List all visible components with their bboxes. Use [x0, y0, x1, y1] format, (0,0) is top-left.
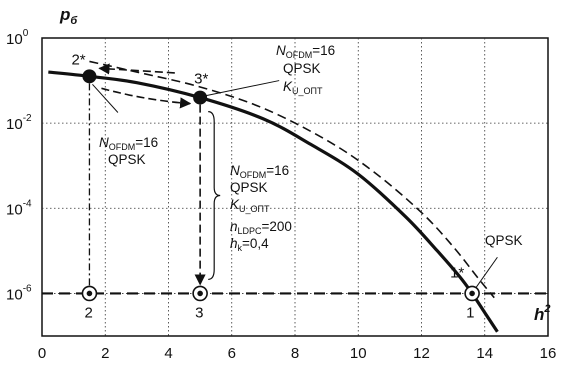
y-tick-label: 100	[6, 28, 29, 48]
point-label: 3*	[194, 71, 208, 88]
point-label: 1	[466, 304, 474, 321]
x-tick-label: 0	[38, 345, 46, 362]
svg-text:NOFDM=16: NOFDM=16	[230, 163, 289, 180]
point-label: 1*	[450, 264, 464, 281]
svg-text:QPSK: QPSK	[283, 61, 321, 76]
leader-line-left	[92, 83, 119, 113]
point-marker-dot	[469, 290, 475, 297]
point-marker-dot	[86, 290, 93, 297]
annotation-top: NOFDM=16 QPSK KU_ОПТ	[276, 43, 335, 96]
x-tick-label: 2	[101, 345, 109, 362]
svg-text:QPSK: QPSK	[108, 152, 146, 167]
x-axis-title: h2	[534, 303, 551, 324]
y-tick-labels: 100 10-2 10-4 10-6	[6, 28, 32, 303]
x-tick-labels: 0 2 4 6 8 10 12 14 16	[38, 345, 557, 362]
svg-text:NOFDM=16: NOFDM=16	[99, 135, 158, 152]
brace	[208, 111, 221, 281]
x-tick-label: 12	[413, 345, 430, 362]
y-tick-label: 10-2	[6, 113, 32, 133]
x-tick-label: 8	[291, 345, 299, 362]
x-tick-label: 14	[476, 345, 493, 362]
annotation-mid: NOFDM=16 QPSK KU_ОПТ nLDPC=200 hk=0,4	[230, 163, 292, 253]
points-group: 1* 2* 3* 1 2 3	[71, 51, 480, 321]
series-line-dashed	[89, 60, 495, 299]
point-label: 2*	[71, 51, 85, 68]
svg-text:NOFDM=16: NOFDM=16	[276, 43, 335, 60]
x-tick-label: 10	[350, 345, 367, 362]
point-marker-dot	[197, 290, 203, 297]
y-tick-label: 10-4	[6, 198, 32, 218]
dashed-arrow-to-2star	[98, 63, 175, 75]
leader-line-right	[475, 256, 498, 288]
point-marker-filled	[82, 69, 97, 84]
x-tick-label: 6	[228, 345, 236, 362]
annotation-left: NOFDM=16 QPSK	[99, 135, 158, 167]
y-axis-title: pб	[59, 5, 78, 27]
point-label: 2	[84, 304, 92, 321]
svg-text:KU_ОПТ: KU_ОПТ	[283, 79, 323, 96]
x-tick-label: 4	[164, 345, 172, 362]
svg-text:hk=0,4: hk=0,4	[230, 236, 269, 253]
svg-text:QPSK: QPSK	[485, 233, 523, 248]
svg-text:KU_ОПТ: KU_ОПТ	[230, 197, 270, 214]
svg-text:nLDPC=200: nLDPC=200	[230, 219, 292, 236]
svg-text:QPSK: QPSK	[230, 180, 268, 195]
x-tick-label: 16	[540, 345, 557, 362]
point-marker-filled	[193, 90, 208, 105]
point-label: 3	[195, 304, 203, 321]
y-tick-label: 10-6	[6, 283, 32, 303]
annotation-right: QPSK	[485, 233, 523, 248]
leader-line-top	[206, 80, 280, 97]
